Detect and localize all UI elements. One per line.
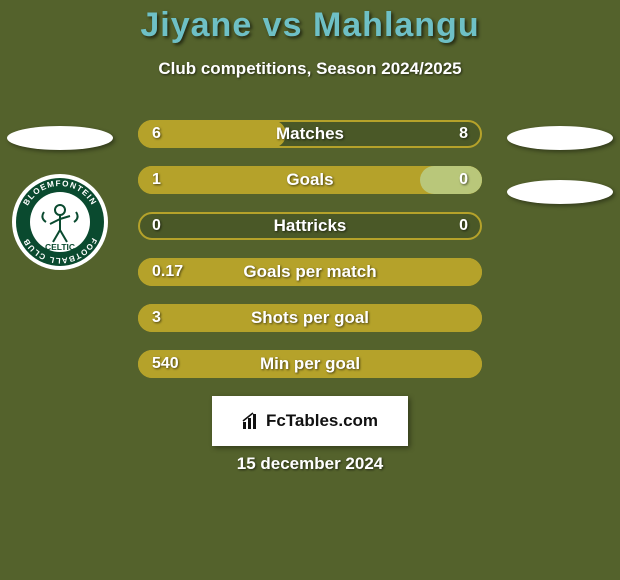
club-crest-placeholder-right	[507, 180, 613, 204]
stat-metric-label: Min per goal	[138, 350, 482, 378]
stat-row: Min per goal540	[138, 350, 482, 378]
comparison-chart: Matches68Goals10Hattricks00Goals per mat…	[120, 120, 500, 396]
stat-row: Goals1 0	[138, 166, 482, 194]
stat-value-left: 0	[152, 212, 161, 240]
stat-row: Shots per goal3	[138, 304, 482, 332]
stat-value-left: 540	[152, 350, 179, 378]
crest-word: CELTIC	[45, 242, 75, 252]
stat-metric-label: Hattricks	[138, 212, 482, 240]
stat-value-left: 0.17	[152, 258, 183, 286]
club-crest-left: BLOEMFONTEIN FOOTBALL CLUB CELTIC	[10, 172, 110, 277]
right-side-column	[500, 120, 620, 396]
stat-metric-label: Goals per match	[138, 258, 482, 286]
stat-value-left: 3	[152, 304, 161, 332]
stat-row: Goals per match0.17	[138, 258, 482, 286]
stat-metric-label: Shots per goal	[138, 304, 482, 332]
player-photo-placeholder-left	[7, 126, 113, 150]
date-stamp: 15 december 2024	[0, 454, 620, 474]
stat-value-right: 8	[459, 120, 468, 148]
stat-value-right: 0	[459, 212, 468, 240]
stat-value-left: 1	[152, 166, 161, 194]
stat-value-right: 0	[459, 166, 468, 194]
page-title: Jiyane vs Mahlangu	[0, 0, 620, 45]
player-photo-placeholder-right	[507, 126, 613, 150]
stat-value-left: 6	[152, 120, 161, 148]
branding-badge: FcTables.com	[212, 396, 408, 446]
branding-text: FcTables.com	[266, 411, 378, 431]
stat-metric-label: Matches	[138, 120, 482, 148]
subtitle: Club competitions, Season 2024/2025	[0, 59, 620, 79]
stat-row: Hattricks0 0	[138, 212, 482, 240]
left-side-column: BLOEMFONTEIN FOOTBALL CLUB CELTIC	[0, 120, 120, 396]
stat-row: Matches6 8	[138, 120, 482, 148]
stat-metric-label: Goals	[138, 166, 482, 194]
chart-icon	[242, 412, 260, 430]
